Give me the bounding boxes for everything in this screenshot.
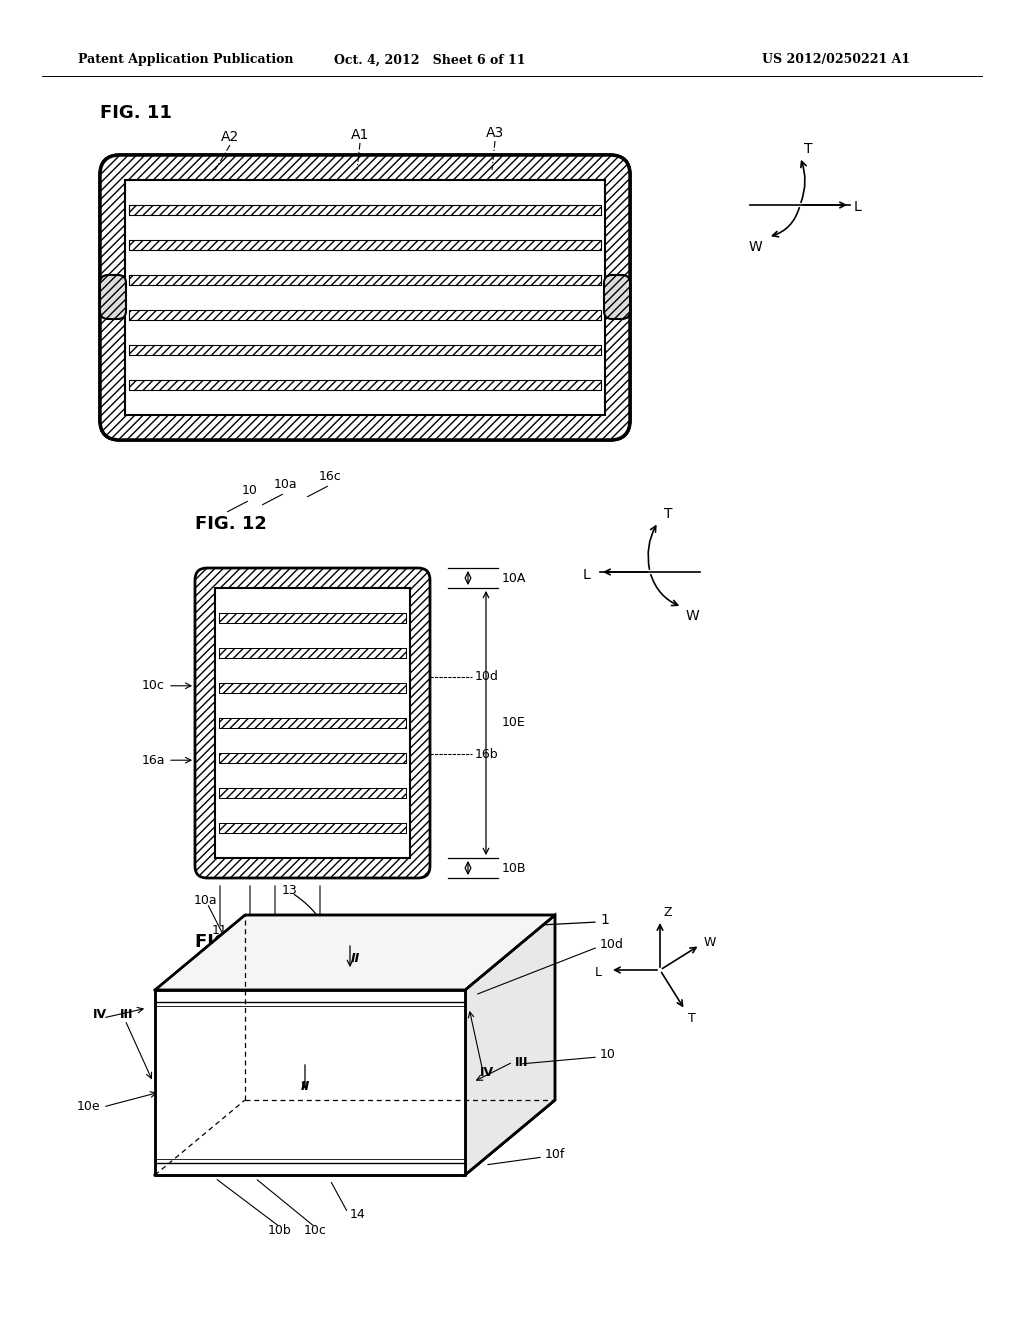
Polygon shape	[155, 1100, 555, 1175]
Text: 13: 13	[283, 883, 298, 896]
Text: L: L	[854, 201, 862, 214]
Text: A2: A2	[221, 129, 240, 144]
Text: T: T	[804, 143, 812, 156]
Bar	[219, 752, 406, 763]
Polygon shape	[155, 915, 555, 990]
Bar	[219, 788, 406, 799]
Text: FIG. 11: FIG. 11	[100, 104, 172, 121]
Bar	[219, 612, 406, 623]
Text: A1: A1	[351, 128, 370, 143]
Bar	[129, 345, 601, 355]
Text: A3: A3	[485, 125, 504, 140]
Text: 16a: 16a	[141, 754, 165, 767]
Bar	[125, 180, 605, 414]
Text: L: L	[595, 966, 602, 979]
Text: Z: Z	[664, 907, 673, 920]
Text: 10A: 10A	[502, 572, 526, 585]
FancyBboxPatch shape	[100, 275, 126, 319]
Text: 12: 12	[242, 933, 258, 946]
Text: W: W	[705, 936, 717, 949]
FancyBboxPatch shape	[604, 275, 630, 319]
Bar	[129, 275, 601, 285]
Text: FIG. 13: FIG. 13	[195, 933, 267, 950]
Text: 10d: 10d	[475, 671, 499, 682]
Bar	[129, 380, 601, 389]
Text: 11: 11	[212, 924, 228, 936]
Bar	[129, 240, 601, 249]
Text: 10a: 10a	[273, 478, 297, 491]
Text: 10: 10	[600, 1048, 615, 1061]
Bar	[219, 648, 406, 657]
FancyBboxPatch shape	[100, 154, 630, 440]
Text: 1: 1	[600, 913, 609, 927]
Text: 10c: 10c	[142, 680, 165, 692]
Text: IV: IV	[93, 1008, 108, 1022]
Bar	[129, 310, 601, 319]
Text: T: T	[688, 1011, 695, 1024]
FancyBboxPatch shape	[195, 568, 430, 878]
Text: 16b: 16b	[475, 747, 499, 760]
Bar	[129, 205, 601, 215]
Text: 10: 10	[242, 484, 258, 498]
Text: FIG. 12: FIG. 12	[195, 515, 267, 533]
Text: 10e: 10e	[77, 1101, 100, 1114]
Text: L: L	[583, 568, 590, 582]
Text: III: III	[120, 1008, 133, 1022]
Polygon shape	[155, 990, 465, 1175]
FancyBboxPatch shape	[100, 154, 630, 440]
Polygon shape	[465, 915, 555, 1175]
Bar	[215, 587, 410, 858]
Bar	[219, 682, 406, 693]
Text: III: III	[515, 1056, 528, 1068]
Text: US 2012/0250221 A1: US 2012/0250221 A1	[762, 54, 910, 66]
Text: 10a: 10a	[194, 894, 217, 907]
Bar	[219, 822, 406, 833]
Text: 10b: 10b	[263, 924, 287, 936]
Text: 10B: 10B	[502, 862, 526, 874]
Text: 10c: 10c	[303, 1224, 327, 1237]
Text: W: W	[686, 609, 699, 623]
Text: Oct. 4, 2012   Sheet 6 of 11: Oct. 4, 2012 Sheet 6 of 11	[334, 54, 525, 66]
Text: 16c: 16c	[318, 470, 341, 483]
Text: IV: IV	[480, 1065, 495, 1078]
Text: 10f: 10f	[545, 1148, 565, 1162]
Text: II: II	[350, 952, 359, 965]
Text: 10E: 10E	[502, 717, 525, 730]
Text: T: T	[664, 507, 673, 521]
Text: II: II	[300, 1081, 309, 1093]
Text: W: W	[749, 240, 762, 253]
Text: 16d: 16d	[308, 924, 332, 936]
Text: Patent Application Publication: Patent Application Publication	[78, 54, 294, 66]
FancyBboxPatch shape	[100, 154, 630, 440]
Bar	[219, 718, 406, 729]
Text: 14: 14	[350, 1209, 366, 1221]
Text: 10b: 10b	[268, 1224, 292, 1237]
Text: 10d: 10d	[600, 939, 624, 952]
